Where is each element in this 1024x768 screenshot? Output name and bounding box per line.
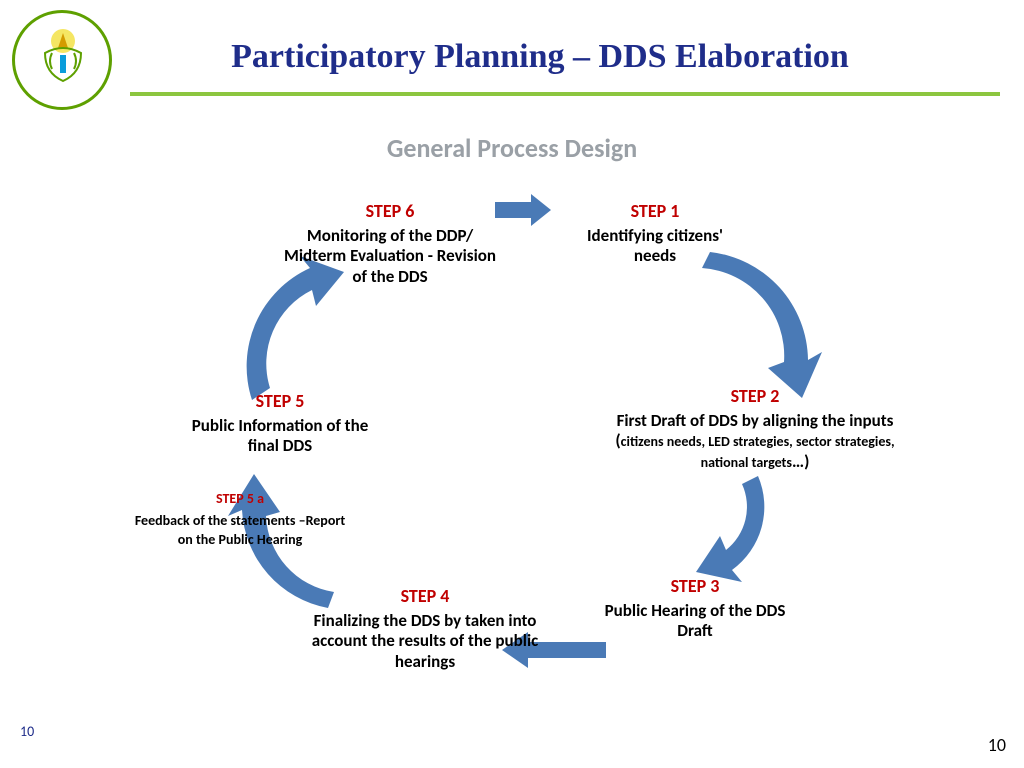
step-6-desc: Monitoring of the DDP/ Midterm Evaluatio… (284, 225, 496, 287)
step-3-num: STEP 3 (595, 575, 795, 597)
step-1-desc: Identifying citizens' needs (587, 225, 723, 266)
step-1-num: STEP 1 (565, 200, 745, 222)
title-rule (130, 92, 1000, 96)
cycle-diagram: STEP 1 Identifying citizens' needs STEP … (0, 160, 1024, 760)
step-5a: STEP 5 a Feedback of the statements –Rep… (130, 490, 350, 549)
step-4: STEP 4 Finalizing the DDS by taken into … (310, 585, 540, 672)
step-4-desc: Finalizing the DDS by taken into account… (312, 610, 539, 672)
step-5-num: STEP 5 (180, 390, 380, 412)
page-number-left: 10 (20, 723, 34, 740)
logo-ring (12, 10, 112, 110)
step-4-num: STEP 4 (310, 585, 540, 607)
page-number-right: 10 (988, 734, 1006, 756)
emblem-icon (30, 23, 96, 89)
step-2-desc: First Draft of DDS by aligning the input… (615, 410, 894, 472)
step-1: STEP 1 Identifying citizens' needs (565, 200, 745, 267)
arrow-2-to-3 (680, 470, 800, 590)
step-5: STEP 5 Public Information of the final D… (180, 390, 380, 457)
step-2: STEP 2 First Draft of DDS by aligning th… (600, 385, 910, 472)
step-3-desc: Public Hearing of the DDS Draft (605, 600, 786, 641)
step-6-num: STEP 6 (275, 200, 505, 222)
step-6: STEP 6 Monitoring of the DDP/ Midterm Ev… (275, 200, 505, 287)
step-5-desc: Public Information of the final DDS (192, 415, 369, 456)
logo (12, 10, 112, 110)
step-5a-desc: Feedback of the statements –Report on th… (135, 512, 345, 548)
step-2-num: STEP 2 (600, 385, 910, 407)
page-title: Participatory Planning – DDS Elaboration (130, 38, 950, 76)
step-3: STEP 3 Public Hearing of the DDS Draft (595, 575, 795, 642)
step-5a-num: STEP 5 a (130, 490, 350, 507)
